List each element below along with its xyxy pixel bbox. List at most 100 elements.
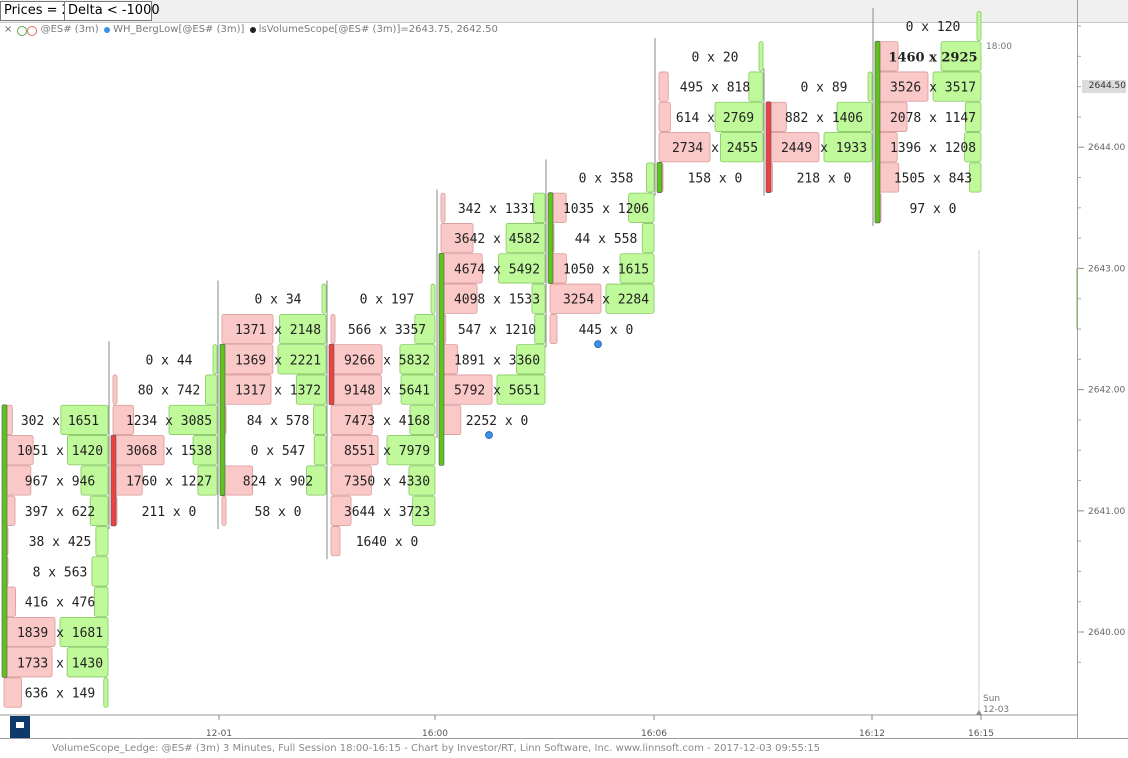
close-icon[interactable]: × bbox=[4, 24, 13, 35]
berglow-label[interactable]: WH_BergLow[@ES# (3m)] bbox=[113, 24, 245, 35]
instrument-label[interactable]: @ES# (3m) bbox=[40, 24, 99, 35]
cell-label: 882 x 1406 bbox=[785, 111, 863, 126]
cell-label: 1396 x 1208 bbox=[890, 141, 976, 156]
cell-label: 342 x 1331 bbox=[458, 202, 536, 217]
ask-volume-bar bbox=[619, 253, 655, 284]
cell-label: 1505 x 843 bbox=[894, 172, 972, 187]
cell-label: 2252 x 0 bbox=[466, 414, 529, 429]
cell-label: 0 x 34 bbox=[255, 293, 302, 308]
ask-volume-bar bbox=[969, 162, 982, 193]
ask-volume-bar bbox=[533, 192, 546, 223]
ask-volume-bar bbox=[531, 283, 546, 314]
x-tick-label: 12-01 bbox=[206, 729, 232, 738]
cell-label: 218 x 0 bbox=[797, 172, 852, 187]
bid-volume-bar bbox=[112, 374, 118, 405]
y-tick-label: 2640.00 bbox=[1088, 628, 1125, 638]
ask-volume-bar bbox=[976, 10, 982, 42]
cell-label: 0 x 89 bbox=[801, 81, 848, 96]
x-tick-label: 16:12 bbox=[859, 729, 885, 738]
x-tick-label: 16:06 bbox=[641, 729, 667, 738]
cell-label: 0 x 20 bbox=[692, 50, 739, 65]
footer-bar: VolumeScope_Ledge: @ES# (3m) 3 Minutes, … bbox=[0, 738, 1128, 758]
candle-body bbox=[438, 252, 445, 466]
candle-body bbox=[656, 162, 663, 193]
cell-label: 58 x 0 bbox=[255, 505, 302, 520]
bid-volume-bar bbox=[112, 404, 134, 435]
instrument-icon bbox=[17, 26, 28, 36]
ask-volume-bar bbox=[714, 101, 764, 132]
indicator-legend: × @ES# (3m) WH_BergLow[@ES# (3m)] lsVolu… bbox=[0, 23, 1078, 37]
cell-label: 3068 x 1538 bbox=[126, 444, 212, 459]
ask-volume-bar bbox=[408, 465, 436, 496]
berglow-marker bbox=[485, 431, 493, 439]
cell-label: 97 x 0 bbox=[910, 202, 957, 217]
y-tick-label: 2641.00 bbox=[1088, 507, 1125, 517]
ask-volume-bar bbox=[321, 283, 327, 314]
cell-label: 3254 x 2284 bbox=[563, 293, 649, 308]
ask-volume-bar bbox=[496, 374, 546, 405]
ask-volume-bar bbox=[628, 192, 655, 223]
last-price-tag: 2644.50 bbox=[1082, 80, 1126, 93]
ask-volume-bar bbox=[295, 374, 327, 405]
bid-volume-bar bbox=[330, 435, 379, 466]
candle-body bbox=[110, 434, 117, 527]
ask-volume-bar bbox=[399, 344, 436, 375]
candle-body bbox=[328, 343, 335, 406]
cell-label: 1891 x 3360 bbox=[454, 353, 540, 368]
cell-label: 636 x 149 bbox=[25, 687, 95, 702]
delta-filter-field[interactable]: Delta < -1000 bbox=[64, 1, 160, 21]
x-tick-label: 16:00 bbox=[422, 729, 448, 738]
cell-label: 0 x 358 bbox=[579, 172, 634, 187]
cell-label: 967 x 946 bbox=[25, 475, 95, 490]
footprint-chart[interactable]: 2640.00 2641.00 2642.00 2643.00 2644.00 12-01… bbox=[0, 0, 1128, 738]
bid-volume-bar bbox=[549, 283, 602, 314]
volumescope-label[interactable]: lsVolumeScope[@ES# (3m)]=2643.75, 2642.5… bbox=[258, 24, 498, 35]
cell-label: 80 x 742 bbox=[138, 384, 201, 399]
cell-label: 1760 x 1227 bbox=[126, 475, 212, 490]
cell-label: 1035 x 1206 bbox=[563, 202, 649, 217]
y-tick-label: 2644.00 bbox=[1088, 143, 1125, 153]
cell-label: 495 x 818 bbox=[680, 81, 750, 96]
cell-label: 1369 x 2221 bbox=[235, 353, 321, 368]
ask-volume-bar bbox=[94, 586, 109, 617]
ask-volume-bar bbox=[212, 344, 218, 375]
volumescope-dot-icon bbox=[249, 27, 256, 33]
berglow-marker bbox=[594, 340, 602, 349]
cell-label: 566 x 3357 bbox=[348, 323, 426, 338]
ask-volume-bar bbox=[66, 647, 109, 678]
ask-volume-bar bbox=[59, 616, 109, 648]
x-tick-label: 16:15 bbox=[968, 729, 994, 738]
cell-label: 2078 x 1147 bbox=[890, 111, 976, 126]
cell-label: 397 x 622 bbox=[25, 505, 95, 520]
ask-volume-bar bbox=[67, 435, 109, 466]
ask-volume-bar bbox=[940, 41, 982, 72]
cell-label: 84 x 578 bbox=[247, 414, 310, 429]
cell-label: 9266 x 5832 bbox=[344, 353, 430, 368]
ask-volume-bar bbox=[497, 253, 546, 284]
ask-volume-bar bbox=[516, 344, 546, 375]
bid-volume-bar bbox=[658, 101, 671, 132]
ask-volume-bar bbox=[430, 283, 436, 314]
prices-filter-field[interactable]: Prices = 2 bbox=[0, 1, 70, 21]
candle-body bbox=[874, 40, 881, 224]
cell-label: 302 x 1651 bbox=[21, 414, 99, 429]
ask-volume-bar bbox=[103, 677, 109, 708]
bid-volume-bar bbox=[330, 313, 336, 345]
bid-volume-bar bbox=[330, 404, 373, 435]
ask-volume-bar bbox=[89, 495, 109, 526]
ask-volume-bar bbox=[414, 313, 436, 345]
date-label-date: 12-03 bbox=[983, 705, 1009, 715]
ask-volume-bar bbox=[168, 404, 218, 435]
cell-label: 2449 x 1933 bbox=[781, 141, 867, 156]
ask-volume-bar bbox=[720, 132, 764, 163]
cell-label: 1051 x 1420 bbox=[17, 444, 103, 459]
session-open-label: 18:00 bbox=[986, 42, 1012, 52]
candle-body bbox=[765, 101, 772, 193]
ask-volume-bar bbox=[964, 101, 982, 132]
bid-volume-bar bbox=[440, 192, 446, 223]
cell-label: 416 x 476 bbox=[25, 596, 95, 611]
cell-label: 1640 x 0 bbox=[356, 535, 419, 550]
ask-volume-bar bbox=[306, 465, 327, 496]
ask-volume-bar bbox=[748, 71, 764, 102]
time-marker-icon bbox=[976, 710, 982, 715]
